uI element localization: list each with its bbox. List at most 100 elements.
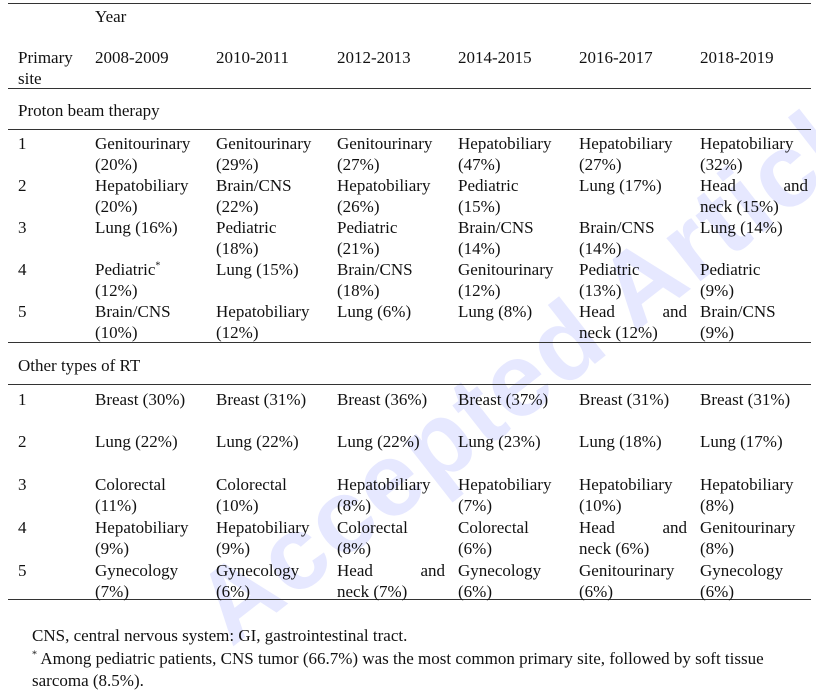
primary-site-header: Primary site — [18, 47, 73, 89]
cell-line: Pediatric — [458, 176, 519, 195]
table-cell: Brain/CNS (18%) — [337, 259, 445, 301]
rank-cell: 3 — [18, 475, 27, 494]
section-title-proton: Proton beam therapy — [18, 101, 160, 120]
cell-line: (32%) — [700, 155, 743, 174]
section2-rule — [8, 384, 811, 385]
cell-line: (13%) — [579, 281, 622, 300]
cell-line: (6%) — [458, 582, 492, 601]
table-cell: Hepatobiliary (12%) — [216, 301, 324, 343]
table-cell: Head and neck (7%) — [337, 560, 445, 602]
cell-line: Head and — [337, 561, 445, 580]
cell-line: Gynecology — [95, 561, 179, 580]
cell-line: (10%) — [95, 323, 138, 342]
table-cell: Hepatobiliary (8%) — [700, 474, 808, 516]
section1-rule — [8, 129, 811, 130]
cell-line: Head and — [700, 176, 808, 195]
table-cell: Hepatobiliary (47%) — [458, 133, 566, 175]
footnote-ref-marker: * — [155, 260, 161, 272]
primary-site-label-line1: Primary — [18, 48, 73, 67]
cell-line: Breast (31%) — [579, 390, 670, 409]
cell-line: (8%) — [337, 496, 371, 515]
cell-line: Hepatobiliary — [458, 134, 552, 153]
year-column-header: 2018-2019 — [700, 48, 774, 67]
cell-line: (21%) — [337, 239, 380, 258]
table-cell: Genitourinary (8%) — [700, 517, 808, 559]
rank-cell: 3 — [18, 218, 27, 237]
cell-line: Lung (15%) — [216, 260, 299, 279]
table-cell: Pediatric (18%) — [216, 217, 324, 259]
cell-line: Gynecology — [700, 561, 784, 580]
cell-line: Hepatobiliary — [700, 475, 794, 494]
table-cell: Lung (6%) — [337, 301, 445, 322]
cell-line: Breast (37%) — [458, 390, 549, 409]
cell-line: Breast (30%) — [95, 390, 186, 409]
cell-line: (9%) — [216, 539, 250, 558]
cell-line: (6%) — [216, 582, 250, 601]
cell-line: (7%) — [458, 496, 492, 515]
table-cell: Colorectal (10%) — [216, 474, 324, 516]
cell-line: neck (7%) — [337, 582, 408, 601]
cell-line: (9%) — [95, 539, 129, 558]
table-cell: Brain/CNS (14%) — [458, 217, 566, 259]
cell-line: (10%) — [579, 496, 622, 515]
table-cell: Breast (31%) — [700, 389, 808, 410]
cell-line: Brain/CNS — [700, 302, 776, 321]
cell-line: (12%) — [95, 281, 138, 300]
cell-line: (8%) — [337, 539, 371, 558]
table-cell: Colorectal (6%) — [458, 517, 566, 559]
table-cell: Lung (17%) — [700, 431, 808, 452]
cell-line: Hepatobiliary — [216, 302, 310, 321]
year-column-header: 2008-2009 — [95, 48, 169, 67]
cell-line: Lung (22%) — [337, 432, 420, 451]
cell-line: Hepatobiliary — [95, 176, 189, 195]
cell-line: (8%) — [700, 496, 734, 515]
cell-line: (20%) — [95, 197, 138, 216]
cell-line: Pediatric — [337, 218, 398, 237]
table-cell: Hepatobiliary (9%) — [95, 517, 203, 559]
primary-site-label-line2: site — [18, 69, 42, 88]
table-cell: Genitourinary (6%) — [579, 560, 687, 602]
table-cell: Genitourinary (12%) — [458, 259, 566, 301]
cell-line: Pediatric — [216, 218, 277, 237]
year-column-header: 2010-2011 — [216, 48, 290, 67]
table-cell: Hepatobiliary (26%) — [337, 175, 445, 217]
cell-line: Lung (6%) — [337, 302, 412, 321]
cell-line: Genitourinary — [216, 134, 312, 153]
cell-line: Colorectal — [337, 518, 408, 537]
table-cell: Gynecology (6%) — [216, 560, 324, 602]
cell-line: Lung (14%) — [700, 218, 783, 237]
rank-cell: 1 — [18, 390, 27, 409]
cell-line: Hepatobiliary — [216, 518, 310, 537]
cell-line: (27%) — [579, 155, 622, 174]
cell-line: Breast (36%) — [337, 390, 428, 409]
cell-line: Pediatric — [579, 260, 640, 279]
table-cell: Breast (30%) — [95, 389, 203, 410]
cell-line: Gynecology — [216, 561, 300, 580]
cell-line: Breast (31%) — [216, 390, 307, 409]
table-cell: Gynecology (7%) — [95, 560, 203, 602]
table-cell: Brain/CNS (14%) — [579, 217, 687, 259]
cell-line: Breast (31%) — [700, 390, 791, 409]
table-cell: Hepatobiliary (32%) — [700, 133, 808, 175]
table-cell: Hepatobiliary (20%) — [95, 175, 203, 217]
header-bottom-rule — [8, 88, 811, 89]
cell-line: Colorectal — [458, 518, 529, 537]
cell-line: (18%) — [216, 239, 259, 258]
cell-line: Genitourinary — [95, 134, 191, 153]
cell-line: Head and — [579, 302, 687, 321]
cell-line: Colorectal — [216, 475, 287, 494]
cell-line: (47%) — [458, 155, 501, 174]
cell-line: Hepatobiliary — [337, 176, 431, 195]
cell-line: (29%) — [216, 155, 259, 174]
table-cell: Pediatric* (12%) — [95, 259, 203, 301]
cell-line: Gynecology — [458, 561, 542, 580]
cell-line: (18%) — [337, 281, 380, 300]
cell-line: Colorectal — [95, 475, 166, 494]
cell-line: (22%) — [216, 197, 259, 216]
table-cell: Brain/CNS (9%) — [700, 301, 808, 343]
cell-line: Lung (8%) — [458, 302, 533, 321]
table-cell: Hepatobiliary (10%) — [579, 474, 687, 516]
table-cell: Breast (31%) — [216, 389, 324, 410]
rank-cell: 1 — [18, 134, 27, 153]
cell-line: Hepatobiliary — [700, 134, 794, 153]
